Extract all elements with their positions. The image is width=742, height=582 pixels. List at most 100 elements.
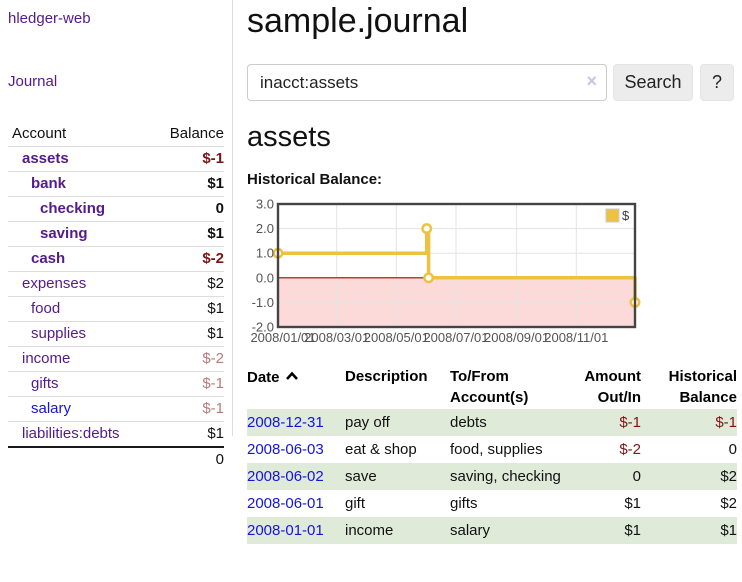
balance-column-header: Historical Balance bbox=[668, 368, 737, 406]
account-link-salary[interactable]: salary bbox=[31, 400, 72, 417]
account-link-cash[interactable]: cash bbox=[31, 250, 66, 267]
svg-text:2008/09/01: 2008/09/01 bbox=[484, 330, 549, 345]
account-link-saving[interactable]: saving bbox=[40, 225, 88, 242]
transaction-accounts: debts bbox=[450, 414, 487, 431]
register-row: 2008-06-02 save saving, checking 0 $2 bbox=[247, 463, 737, 490]
transaction-balance: 0 bbox=[728, 441, 737, 458]
svg-text:2.0: 2.0 bbox=[256, 221, 274, 236]
chart-heading: Historical Balance: bbox=[247, 171, 383, 188]
transaction-balance: $2 bbox=[720, 468, 737, 485]
legend-label: $ bbox=[622, 208, 630, 223]
account-link-gifts[interactable]: gifts bbox=[31, 375, 59, 392]
transaction-accounts: gifts bbox=[450, 495, 478, 512]
account-column-header: Account bbox=[12, 125, 67, 142]
transaction-date-link[interactable]: 2008-06-01 bbox=[247, 495, 324, 512]
account-balance: $-1 bbox=[202, 400, 224, 417]
account-balance: $-2 bbox=[202, 250, 224, 267]
account-row: income $-2 bbox=[8, 346, 224, 371]
svg-text:-2.0: -2.0 bbox=[252, 320, 274, 335]
svg-text:2008/11/01: 2008/11/01 bbox=[544, 330, 608, 345]
account-balance: $1 bbox=[207, 425, 224, 442]
description-column-header: Description bbox=[345, 368, 428, 385]
account-row: supplies $1 bbox=[8, 321, 224, 346]
chart-x-axis-labels: 2008/01/01 2008/03/01 2008/05/01 2008/07… bbox=[250, 330, 608, 345]
transaction-date-link[interactable]: 2008-01-01 bbox=[247, 522, 324, 539]
transaction-description: gift bbox=[345, 495, 366, 512]
account-heading: assets bbox=[247, 121, 331, 153]
account-row: salary $-1 bbox=[8, 396, 224, 421]
account-row: expenses $2 bbox=[8, 271, 224, 296]
account-balance: $1 bbox=[207, 225, 224, 242]
register-row: 2008-01-01 income salary $1 $1 bbox=[247, 517, 737, 544]
svg-text:1.0: 1.0 bbox=[256, 246, 274, 261]
svg-text:3.0: 3.0 bbox=[256, 197, 274, 212]
transaction-description: eat & shop bbox=[345, 441, 417, 458]
account-row: checking 0 bbox=[8, 196, 224, 221]
transaction-balance: $-1 bbox=[715, 414, 737, 431]
register-row: 2008-06-03 eat & shop food, supplies $-2… bbox=[247, 436, 737, 463]
account-link-assets[interactable]: assets bbox=[22, 150, 69, 167]
page-title: sample.journal bbox=[247, 2, 469, 40]
help-button[interactable]: ? bbox=[700, 64, 734, 101]
transaction-description: pay off bbox=[345, 414, 390, 431]
transaction-date-link[interactable]: 2008-12-31 bbox=[247, 414, 324, 431]
transaction-date-link[interactable]: 2008-06-02 bbox=[247, 468, 324, 485]
svg-text:0.0: 0.0 bbox=[256, 270, 274, 285]
search-form: × Search ? bbox=[247, 64, 737, 101]
svg-text:2008/05/01: 2008/05/01 bbox=[364, 330, 429, 345]
account-link-income[interactable]: income bbox=[22, 350, 71, 367]
accounts-total-value: 0 bbox=[215, 451, 224, 468]
balance-series-markers bbox=[272, 223, 641, 308]
account-link-food[interactable]: food bbox=[31, 300, 61, 317]
transaction-description: save bbox=[345, 468, 377, 485]
chart-legend: $ bbox=[605, 208, 630, 223]
account-row: liabilities:debts $1 bbox=[8, 421, 224, 446]
account-link-liabilities-debts[interactable]: liabilities:debts bbox=[22, 425, 120, 442]
register-header-row: Date Description To/From Account(s) Amou… bbox=[247, 365, 737, 409]
svg-text:2008/03/01: 2008/03/01 bbox=[304, 330, 369, 345]
transaction-amount: $-1 bbox=[619, 414, 641, 431]
transaction-balance: $1 bbox=[720, 522, 737, 539]
search-button[interactable]: Search bbox=[613, 64, 693, 101]
account-link-supplies[interactable]: supplies bbox=[31, 325, 87, 342]
account-row: gifts $-1 bbox=[8, 371, 224, 396]
account-link-expenses[interactable]: expenses bbox=[22, 275, 87, 292]
account-balance: $1 bbox=[207, 325, 224, 342]
register-row: 2008-06-01 gift gifts $1 $2 bbox=[247, 490, 737, 517]
historical-balance-chart: $ 3.0 2.0 1.0 0.0 -1.0 -2.0 2008/01/01 2… bbox=[250, 197, 641, 345]
accounts-column-header: To/From Account(s) bbox=[450, 368, 529, 406]
amount-column-header: Amount Out/In bbox=[584, 368, 641, 406]
account-balance: $-1 bbox=[202, 150, 224, 167]
chart-y-axis-labels: 3.0 2.0 1.0 0.0 -1.0 -2.0 bbox=[252, 197, 274, 335]
account-balance: $-2 bbox=[202, 350, 224, 367]
svg-text:-1.0: -1.0 bbox=[252, 295, 274, 310]
register-row: 2008-12-31 pay off debts $-1 $-1 bbox=[247, 409, 737, 436]
search-input[interactable] bbox=[247, 64, 607, 101]
transaction-accounts: food, supplies bbox=[450, 441, 543, 458]
account-row: saving $1 bbox=[8, 221, 224, 246]
chart-border bbox=[276, 202, 637, 329]
sidebar-item-journal[interactable]: Journal bbox=[8, 73, 58, 90]
transaction-amount: 0 bbox=[632, 468, 641, 485]
register-table: Date Description To/From Account(s) Amou… bbox=[247, 365, 737, 544]
account-balance: 0 bbox=[215, 200, 224, 217]
account-row: assets $-1 bbox=[8, 146, 224, 171]
transaction-amount: $1 bbox=[624, 495, 641, 512]
account-link-bank[interactable]: bank bbox=[31, 175, 67, 192]
app-window: hledger-web Journal Account Balance asse… bbox=[8, 0, 742, 544]
accounts-table: Account Balance assets $-1 bank $1 checkin… bbox=[8, 122, 224, 472]
account-row: cash $-2 bbox=[8, 246, 224, 271]
clear-search-icon[interactable]: × bbox=[586, 71, 597, 91]
date-column-header[interactable]: Date bbox=[247, 365, 345, 409]
account-balance: $1 bbox=[207, 300, 224, 317]
chart-gridlines bbox=[278, 204, 635, 327]
brand-link[interactable]: hledger-web bbox=[8, 10, 91, 27]
svg-text:2008/01/01: 2008/01/01 bbox=[250, 330, 315, 345]
account-link-checking[interactable]: checking bbox=[40, 200, 106, 217]
main-content: sample.journal × Search ? assets Histori… bbox=[233, 0, 742, 544]
transaction-amount: $1 bbox=[624, 522, 641, 539]
account-row: bank $1 bbox=[8, 171, 224, 196]
transaction-date-link[interactable]: 2008-06-03 bbox=[247, 441, 324, 458]
transaction-accounts: saving, checking bbox=[450, 468, 561, 485]
account-balance: $2 bbox=[207, 275, 224, 292]
